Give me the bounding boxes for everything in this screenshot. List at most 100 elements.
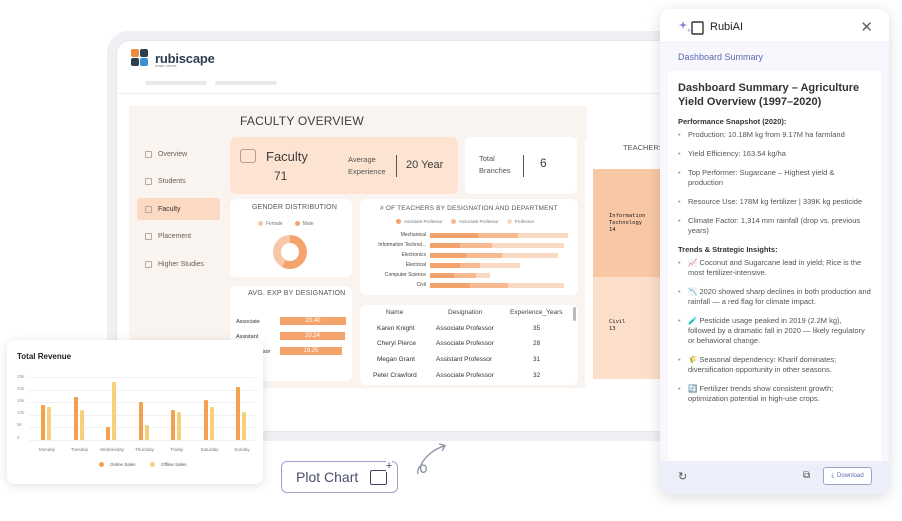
designation-legend: Assistant Professor Associate Professor … (396, 219, 534, 225)
students-icon (145, 177, 152, 185)
copy-icon[interactable]: ⧉ (803, 470, 811, 481)
x-tick: Thursday (135, 447, 154, 452)
kpi-exp-value: 20 Year (406, 159, 444, 171)
plot-chart-button[interactable]: Plot Chart (281, 460, 398, 493)
list-item: 📉 2020 showed sharp declines in both pro… (678, 287, 871, 307)
sidebar-item-students[interactable]: Students (137, 170, 220, 192)
higher-studies-icon (145, 260, 152, 268)
legend-item-female: Female (258, 221, 283, 227)
treemap-label: Information Technology 14 (609, 213, 646, 233)
bar-offline-tuesday (79, 409, 84, 440)
gender-donut-chart (273, 235, 307, 269)
panel-title: TEACHERS (623, 143, 664, 152)
y-tick: 25k (17, 374, 25, 379)
department-label: Mechanical (400, 232, 426, 238)
department-bar (430, 282, 564, 289)
rubiai-footer: ↻ ⧉ ⤓ Download (660, 461, 889, 494)
bar-offline-friday (177, 412, 181, 440)
y-tick: 15k (17, 398, 25, 403)
department-label: Electronics (401, 252, 426, 258)
gender-distribution-panel: GENDER DISTRIBUTION Female Male (230, 199, 352, 277)
sidebar-item-faculty[interactable]: Faculty (137, 198, 220, 220)
panel-title: AVG. EXP BY DESIGNATION (248, 290, 346, 297)
plot-chart-label: Plot Chart (296, 469, 359, 485)
department-label: Computer Science (384, 272, 426, 278)
treemap-label: Civil 13 (609, 319, 626, 332)
sidebar-item-label: Faculty (158, 205, 181, 213)
bar-offline-sunday (242, 412, 246, 440)
divider (396, 155, 397, 177)
department-bar (430, 252, 558, 259)
table-scrollbar[interactable] (573, 307, 576, 321)
rubiai-logo-icon (679, 21, 704, 35)
department-bar (430, 272, 490, 279)
sidebar-item-higher-studies[interactable]: Higher Studies (137, 253, 220, 275)
faculty-person-icon (240, 149, 256, 163)
app-logo: rubiscape (131, 49, 215, 67)
list-item: 🌾 Seasonal dependency: Kharif dominates;… (678, 355, 871, 375)
bar-offline-monday (47, 407, 51, 440)
table-header: Designation (448, 309, 483, 316)
teachers-by-department-panel: # OF TEACHERS BY DESIGNATION AND DEPARTM… (360, 199, 578, 295)
download-label: Download (836, 473, 864, 479)
y-tick: 5k (17, 422, 22, 427)
chart-title: Total Revenue (17, 352, 72, 361)
table-cell: 31 (533, 356, 541, 363)
rubiai-title: RubiAI (710, 21, 744, 33)
kpi-card-branches: Total Branches 6 (465, 137, 577, 194)
download-button[interactable]: ⤓ Download (823, 467, 872, 485)
close-icon[interactable]: ✕ (860, 19, 873, 36)
bar-online-friday (171, 409, 175, 440)
bar-offline-saturday (209, 407, 214, 440)
sidebar-item-label: Placement (158, 232, 192, 240)
x-tick: Wednesday (100, 447, 124, 452)
gender-legend: Female Male (258, 221, 314, 227)
table-header: Name (386, 309, 404, 316)
legend-item: Professor (506, 219, 534, 225)
table-header: Experience_Years (510, 309, 563, 316)
page-title: FACULTY OVERVIEW (240, 114, 364, 128)
skeleton-bar (145, 81, 207, 85)
legend-item-offline: Offline Sales (150, 462, 186, 467)
x-tick: Sunday (234, 447, 250, 452)
rubiai-subtitle: Dashboard Summary (678, 52, 764, 62)
grid-line (29, 440, 255, 441)
table-cell: 35 (533, 325, 541, 332)
download-icon: ⤓ (831, 472, 834, 479)
sidebar-item-label: Overview (158, 150, 188, 158)
x-tick: Friday (170, 447, 184, 452)
department-label: Information Technol... (378, 242, 426, 248)
y-tick: 0 (17, 435, 20, 440)
y-tick: 10k (17, 410, 25, 415)
panel-title: # OF TEACHERS BY DESIGNATION AND DEPARTM… (380, 205, 558, 212)
summary-title: Dashboard Summary – Agriculture Yield Ov… (678, 82, 860, 108)
list-item: Climate Factor: 1,314 mm rainfall (drop … (678, 216, 871, 236)
x-tick: Monday (38, 447, 55, 452)
table-cell: Associate Professor (436, 372, 494, 379)
x-tick: Tuesday (70, 447, 89, 452)
y-tick: 20k (17, 386, 25, 391)
list-item: Production: 10.18M kg from 9.17M ha farm… (678, 130, 871, 140)
sidebar-item-overview[interactable]: Overview (137, 143, 220, 165)
avg-exp-bar: 19.25 (280, 347, 342, 355)
x-tick: Saturday (200, 447, 219, 452)
rubiscape-logo-icon (131, 49, 149, 67)
bar-online-thursday (138, 402, 143, 440)
refresh-icon[interactable]: ↻ (678, 471, 688, 483)
avg-exp-bar: 20.24 (280, 332, 345, 340)
department-label: Electrical (405, 262, 426, 268)
bar-online-wednesday (106, 427, 110, 440)
list-item: Top Performer: Sugarcane – Highest yield… (678, 168, 871, 188)
kpi-value: 71 (274, 169, 288, 183)
legend-item: Assistant Professor (396, 219, 443, 225)
sidebar-item-placement[interactable]: Placement (137, 225, 220, 247)
faculty-table: Name Designation Experience_Years Karen … (360, 305, 578, 385)
table-cell: Karen Knight (377, 325, 415, 332)
department-bar (430, 242, 564, 249)
kpi-exp-label: Average Experience (348, 155, 386, 176)
logo-tagline: make sense (155, 63, 177, 68)
add-chart-icon (370, 460, 393, 485)
list-item: 📈 Coconut and Sugarcane lead in yield; R… (678, 258, 871, 278)
list-item: 🔄 Fertilizer trends show consistent grow… (678, 384, 871, 404)
